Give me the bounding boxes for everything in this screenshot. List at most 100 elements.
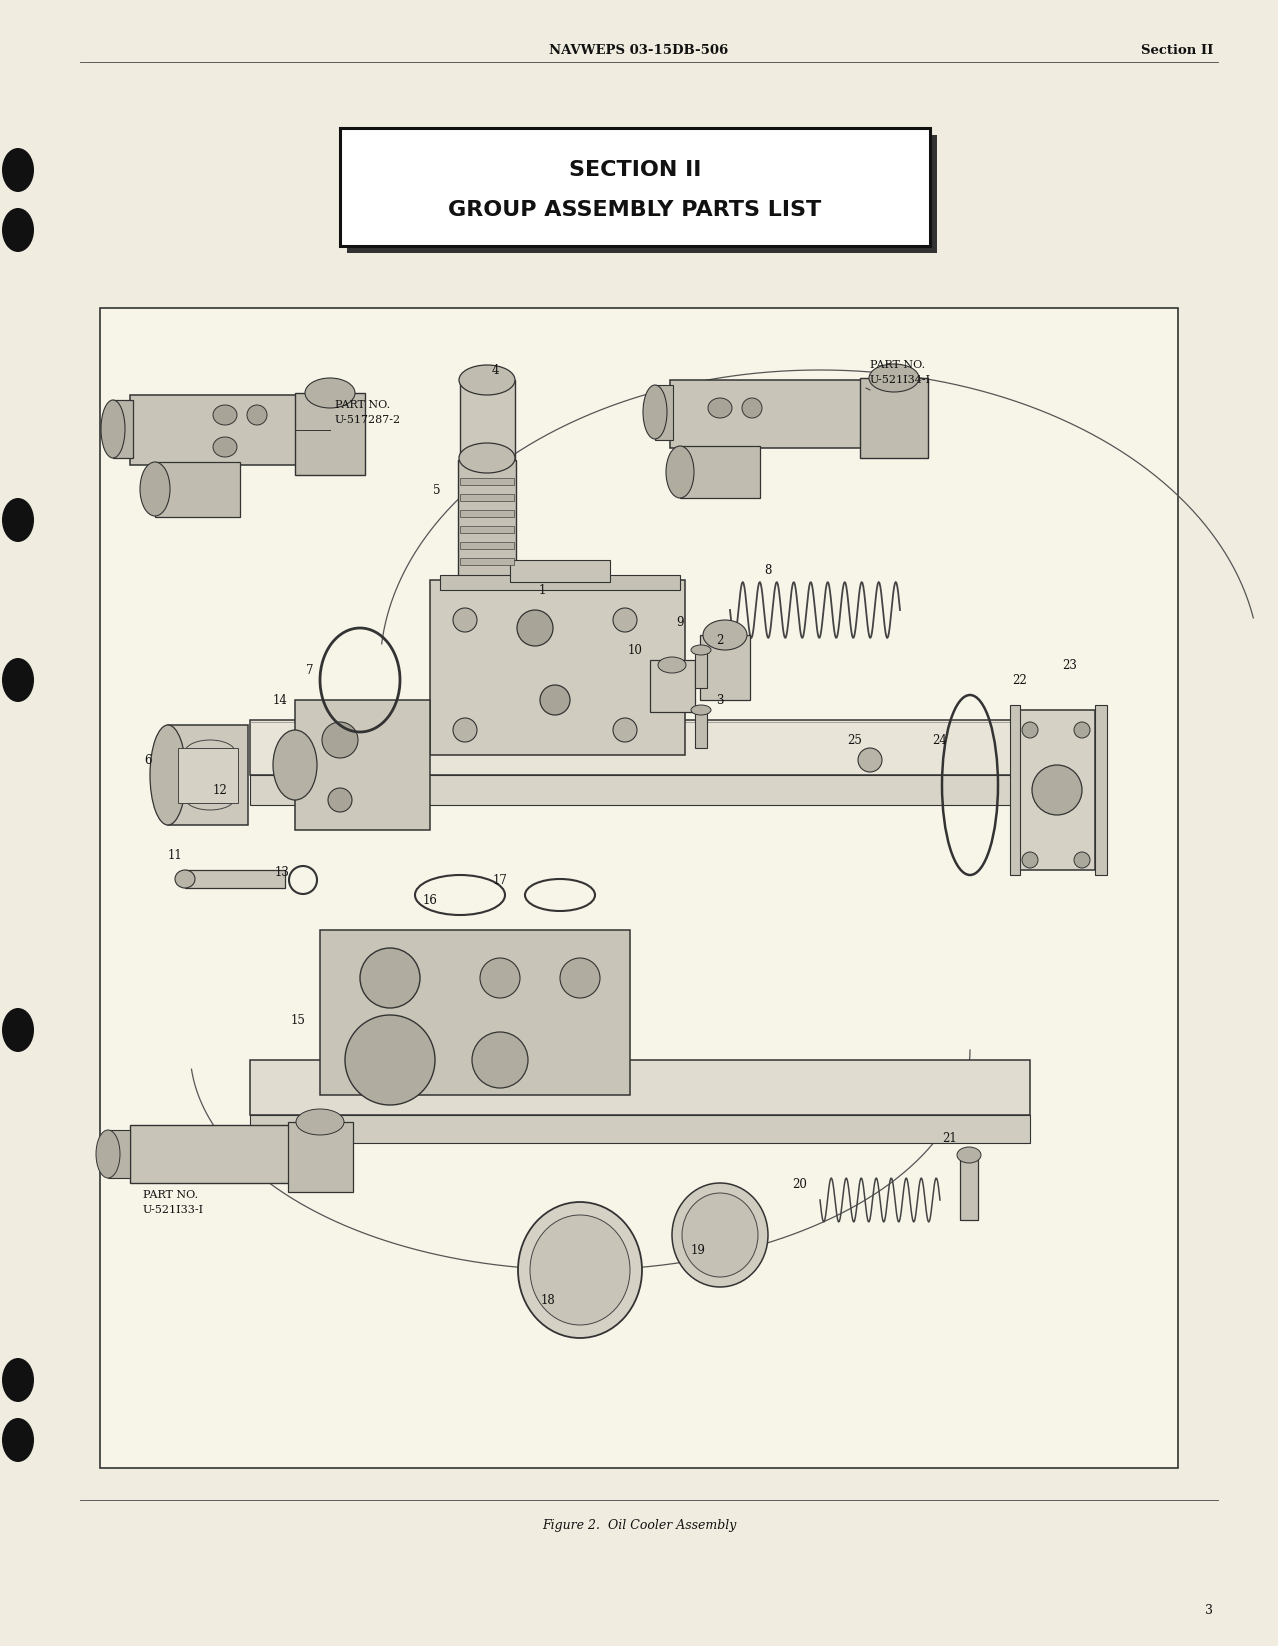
Bar	[695, 650, 707, 688]
Ellipse shape	[703, 621, 748, 650]
Ellipse shape	[691, 704, 711, 714]
Text: NAVWEPS 03-15DB-506: NAVWEPS 03-15DB-506	[550, 43, 728, 56]
Ellipse shape	[613, 718, 636, 742]
Text: 19: 19	[690, 1243, 705, 1256]
Bar	[130, 1124, 311, 1183]
Bar	[440, 574, 680, 589]
Ellipse shape	[1022, 723, 1038, 737]
Ellipse shape	[305, 379, 355, 408]
Bar	[167, 724, 248, 825]
Bar	[1095, 704, 1107, 876]
Text: U-517287-2: U-517287-2	[335, 415, 401, 425]
Text: 6: 6	[144, 754, 152, 767]
Ellipse shape	[101, 400, 125, 458]
Text: 23: 23	[1062, 658, 1077, 672]
Text: 20: 20	[792, 1179, 808, 1192]
Bar	[656, 385, 674, 439]
Bar	[460, 527, 514, 533]
Text: 11: 11	[167, 848, 183, 861]
Text: 15: 15	[290, 1014, 305, 1027]
Bar	[185, 871, 285, 887]
Ellipse shape	[666, 446, 694, 499]
Text: 13: 13	[275, 866, 289, 879]
Ellipse shape	[273, 729, 317, 800]
Ellipse shape	[691, 645, 711, 655]
Text: 12: 12	[212, 783, 227, 797]
Bar	[670, 380, 870, 448]
Ellipse shape	[858, 747, 882, 772]
Ellipse shape	[708, 398, 732, 418]
Ellipse shape	[518, 611, 553, 645]
Ellipse shape	[481, 958, 520, 997]
Bar	[320, 930, 630, 1095]
Ellipse shape	[3, 499, 35, 542]
Bar	[295, 393, 366, 476]
Bar	[460, 510, 514, 517]
Ellipse shape	[3, 207, 35, 252]
Ellipse shape	[175, 871, 196, 887]
Ellipse shape	[3, 1417, 35, 1462]
Ellipse shape	[658, 657, 686, 673]
Text: 1: 1	[538, 583, 546, 596]
Text: 22: 22	[1012, 673, 1028, 686]
Bar	[960, 1155, 978, 1220]
Ellipse shape	[345, 1016, 435, 1104]
Ellipse shape	[247, 405, 267, 425]
Ellipse shape	[213, 436, 236, 458]
Bar	[340, 128, 930, 245]
Text: 2: 2	[716, 634, 723, 647]
Ellipse shape	[613, 607, 636, 632]
Bar	[429, 579, 685, 756]
Ellipse shape	[360, 948, 420, 1007]
Text: PART NO.: PART NO.	[335, 400, 390, 410]
Bar	[250, 775, 1030, 805]
Ellipse shape	[3, 1358, 35, 1402]
Bar	[460, 558, 514, 565]
Text: Figure 2.  Oil Cooler Assembly: Figure 2. Oil Cooler Assembly	[542, 1519, 736, 1531]
Bar	[112, 400, 133, 458]
Text: 17: 17	[492, 874, 507, 887]
Bar	[510, 560, 610, 583]
Bar	[1020, 709, 1095, 871]
Bar	[680, 446, 760, 499]
Bar	[250, 1060, 1030, 1114]
Text: U-521I33-I: U-521I33-I	[143, 1205, 204, 1215]
Text: U-521I34-I: U-521I34-I	[870, 375, 932, 385]
Bar	[250, 719, 1030, 775]
Ellipse shape	[150, 724, 187, 825]
Text: PART NO.: PART NO.	[143, 1190, 198, 1200]
Bar	[695, 709, 707, 747]
Bar	[295, 700, 429, 830]
Ellipse shape	[869, 364, 919, 392]
Bar	[460, 494, 514, 500]
Text: 16: 16	[423, 894, 437, 907]
Text: 3: 3	[716, 693, 723, 706]
Bar	[1010, 704, 1020, 876]
Ellipse shape	[472, 1032, 528, 1088]
Ellipse shape	[643, 385, 667, 439]
Text: 9: 9	[676, 616, 684, 629]
Ellipse shape	[296, 1109, 344, 1136]
Text: 24: 24	[933, 734, 947, 747]
Ellipse shape	[743, 398, 762, 418]
Bar	[100, 308, 1178, 1468]
Text: PART NO.: PART NO.	[870, 360, 925, 370]
Text: 14: 14	[272, 693, 288, 706]
Bar	[250, 1114, 1030, 1142]
Ellipse shape	[1022, 853, 1038, 867]
Text: 18: 18	[541, 1294, 556, 1307]
Bar	[155, 463, 240, 517]
Text: 3: 3	[1205, 1603, 1213, 1616]
Ellipse shape	[1033, 765, 1082, 815]
Text: 25: 25	[847, 734, 863, 747]
Text: 10: 10	[627, 644, 643, 657]
Bar	[348, 135, 937, 253]
Ellipse shape	[541, 685, 570, 714]
Bar	[460, 380, 515, 459]
Bar	[109, 1131, 130, 1179]
Ellipse shape	[452, 718, 477, 742]
Ellipse shape	[96, 1131, 120, 1179]
Ellipse shape	[957, 1147, 982, 1164]
Text: GROUP ASSEMBLY PARTS LIST: GROUP ASSEMBLY PARTS LIST	[449, 201, 822, 221]
Bar	[700, 635, 750, 700]
